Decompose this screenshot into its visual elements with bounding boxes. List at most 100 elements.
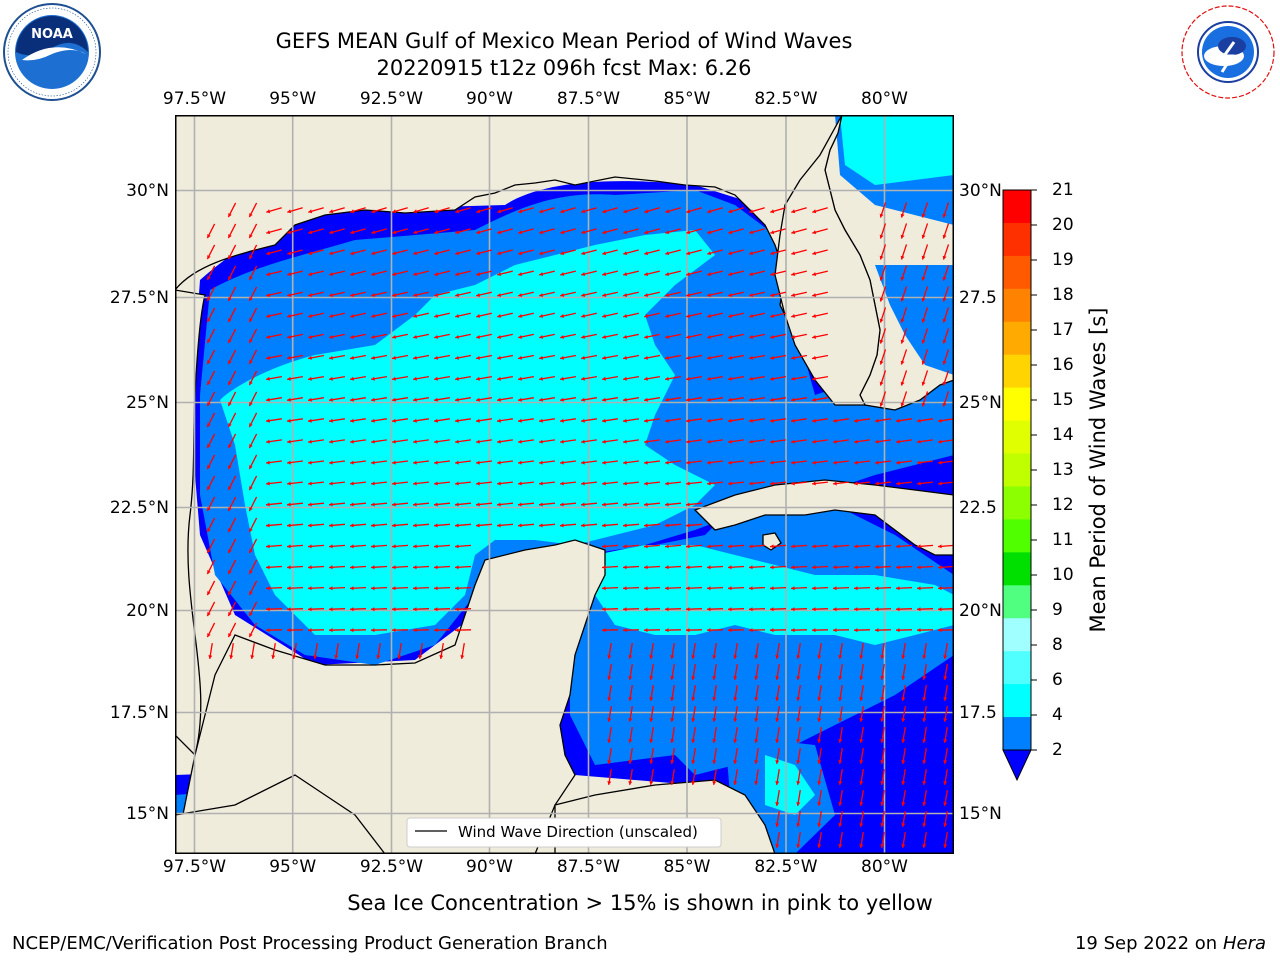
wave-direction-arrow (559, 397, 577, 402)
wave-direction-arrow (664, 375, 682, 381)
wave-direction-arrow (476, 228, 492, 235)
wave-direction-arrow (286, 586, 304, 591)
lat-tick-label-right: 15°N (959, 803, 1002, 824)
wave-direction-arrow (307, 502, 325, 507)
wave-direction-arrow (287, 439, 303, 444)
lon-tick-label-bottom: 92.5°W (359, 857, 424, 877)
wave-direction-arrow (812, 481, 828, 486)
wave-direction-arrow (937, 628, 954, 633)
wave-direction-arrow (644, 460, 660, 465)
wave-direction-arrow (796, 810, 801, 828)
wave-direction-arrow (454, 354, 472, 360)
wave-direction-arrow (476, 249, 492, 256)
band-4-6 (220, 115, 954, 835)
wave-direction-arrow (817, 789, 822, 807)
wave-direction-arrow (248, 559, 258, 575)
wave-direction-arrow (811, 397, 829, 402)
wave-direction-arrow (455, 291, 471, 297)
wave-direction-arrow (266, 228, 282, 235)
wave-direction-arrow (307, 354, 325, 360)
wave-direction-arrow (206, 475, 216, 491)
wave-direction-arrow (265, 523, 283, 528)
wave-direction-arrow (454, 565, 472, 570)
wave-direction-arrow (838, 747, 843, 765)
wave-direction-arrow (643, 523, 661, 528)
wave-direction-arrow (434, 333, 450, 339)
wave-direction-arrow (206, 265, 216, 281)
wave-direction-arrow (917, 439, 933, 444)
wave-direction-arrow (227, 538, 237, 554)
wave-direction-arrow (248, 622, 258, 638)
wave-direction-arrow (581, 207, 597, 214)
wave-direction-arrow (455, 439, 471, 444)
wave-direction-arrow (560, 312, 576, 318)
wave-direction-arrow (623, 481, 639, 486)
wave-direction-arrow (329, 418, 345, 423)
wave-direction-arrow (922, 747, 927, 765)
wave-direction-arrow (350, 228, 366, 235)
wave-direction-arrow (749, 270, 765, 276)
wave-direction-arrow (853, 586, 871, 591)
lat-tick-label-right: 30°N (959, 180, 1002, 201)
wave-direction-arrow (434, 207, 450, 214)
colorbar-band (1003, 387, 1031, 422)
wave-direction-arrow (412, 523, 430, 528)
wave-direction-arrow (728, 207, 744, 214)
wave-direction-arrow (922, 810, 927, 828)
lon-tick-label-top: 95°W (269, 89, 317, 109)
wave-direction-arrow (833, 460, 849, 465)
wave-direction-arrow (392, 439, 408, 444)
wave-direction-arrow (665, 207, 681, 214)
wave-direction-arrow (329, 249, 345, 256)
wave-direction-arrow (538, 397, 556, 402)
wave-direction-arrow (649, 663, 654, 681)
colorbar-tick-label: 11 (1052, 530, 1074, 550)
wave-direction-arrow (601, 586, 619, 591)
wave-direction-arrow (748, 375, 766, 381)
wave-direction-arrow (266, 249, 282, 256)
wave-direction-arrow (727, 397, 745, 402)
wave-direction-arrow (307, 523, 325, 528)
wave-direction-arrow (796, 747, 801, 765)
wave-direction-arrow (475, 502, 493, 507)
wave-direction-arrow (266, 291, 282, 297)
wave-direction-arrow (601, 397, 619, 402)
wave-direction-arrow (791, 481, 807, 486)
wave-direction-arrow (307, 586, 325, 591)
wave-direction-arrow (250, 642, 255, 660)
wave-direction-arrow (790, 397, 808, 402)
wave-direction-arrow (665, 228, 681, 235)
wave-direction-arrow (727, 628, 745, 633)
wave-direction-arrow (712, 705, 717, 723)
wave-direction-arrow (643, 565, 661, 570)
wave-direction-arrow (560, 228, 576, 235)
wave-direction-arrow (938, 418, 954, 423)
wave-direction-arrow (518, 481, 534, 486)
wave-direction-arrow (644, 418, 660, 423)
wave-direction-arrow (838, 705, 843, 723)
wave-direction-arrow (628, 705, 633, 723)
wave-direction-arrow (901, 684, 906, 702)
wave-direction-arrow (475, 354, 493, 360)
wave-direction-arrow (227, 202, 237, 218)
wave-direction-arrow (248, 202, 258, 218)
wave-direction-arrow (775, 789, 780, 807)
wave-direction-arrow (539, 270, 555, 276)
wave-direction-arrow (476, 333, 492, 339)
wave-direction-arrow (286, 544, 304, 549)
wave-direction-arrow (454, 375, 472, 381)
wave-direction-arrow (476, 460, 492, 465)
wave-direction-arrow (900, 349, 908, 365)
wave-direction-arrow (754, 642, 759, 660)
wave-direction-arrow (728, 228, 744, 235)
wave-direction-arrow (838, 663, 843, 681)
wave-direction-arrow (607, 642, 612, 660)
wave-direction-arrow (328, 607, 346, 612)
wave-direction-arrow (628, 684, 633, 702)
wave-direction-arrow (649, 642, 654, 660)
wave-direction-arrow (838, 789, 843, 807)
lat-tick-label-right: 27.5 (959, 287, 997, 308)
wave-direction-arrow (901, 810, 906, 828)
wave-direction-arrow (875, 418, 891, 423)
wave-direction-arrow (791, 291, 807, 297)
